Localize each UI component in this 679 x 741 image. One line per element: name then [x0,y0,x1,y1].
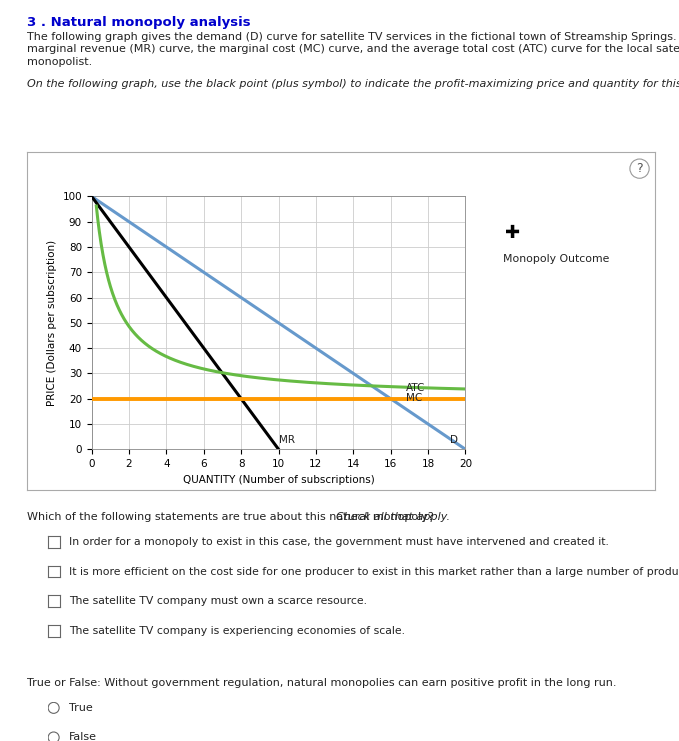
Text: The following graph gives the demand (D) curve for satellite TV services in the : The following graph gives the demand (D)… [27,32,679,41]
Text: Which of the following statements are true about this natural monopoly?: Which of the following statements are tr… [27,512,437,522]
Text: In order for a monopoly to exist in this case, the government must have interven: In order for a monopoly to exist in this… [69,537,609,547]
Text: Monopoly Outcome: Monopoly Outcome [502,254,609,264]
Circle shape [48,732,59,741]
Text: False: False [69,733,97,741]
Text: Check all that apply.: Check all that apply. [336,512,450,522]
Text: True or False: Without government regulation, natural monopolies can earn positi: True or False: Without government regula… [27,678,617,688]
Text: ✚: ✚ [505,224,521,242]
Text: The satellite TV company is experiencing economies of scale.: The satellite TV company is experiencing… [69,626,405,636]
Y-axis label: PRICE (Dollars per subscription): PRICE (Dollars per subscription) [47,240,57,406]
Text: It is more efficient on the cost side for one producer to exist in this market r: It is more efficient on the cost side fo… [69,567,679,576]
Text: D: D [450,435,458,445]
Text: 3 . Natural monopoly analysis: 3 . Natural monopoly analysis [27,16,251,30]
X-axis label: QUANTITY (Number of subscriptions): QUANTITY (Number of subscriptions) [183,474,374,485]
Text: ?: ? [636,162,643,175]
Text: MC: MC [405,393,422,403]
Text: True: True [69,703,93,713]
Text: monopolist.: monopolist. [27,57,92,67]
Text: ATC: ATC [405,382,425,393]
Circle shape [48,702,59,714]
Text: MR: MR [278,435,295,445]
Text: marginal revenue (MR) curve, the marginal cost (MC) curve, and the average total: marginal revenue (MR) curve, the margina… [27,44,679,54]
Text: The satellite TV company must own a scarce resource.: The satellite TV company must own a scar… [69,597,367,606]
Text: On the following graph, use the black point (plus symbol) to indicate the profit: On the following graph, use the black po… [27,79,679,89]
